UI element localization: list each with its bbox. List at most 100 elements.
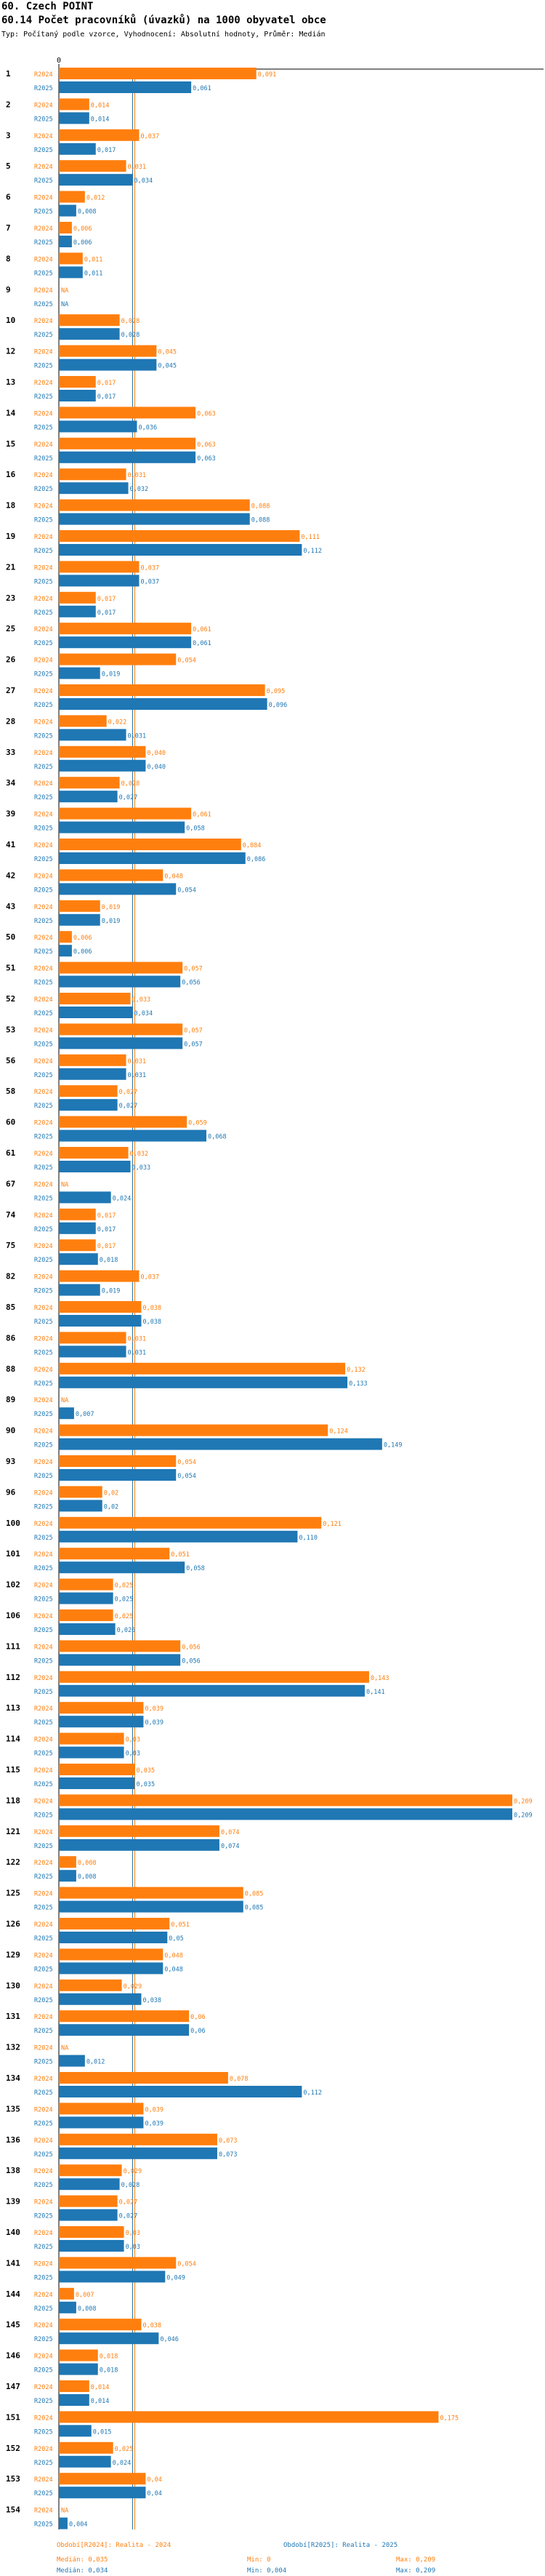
data-label: 0,058 (186, 1565, 205, 1572)
data-label: 0,037 (140, 1274, 159, 1281)
series-label: R2025 (34, 794, 53, 801)
data-label: 0,061 (193, 85, 211, 92)
data-label: 0,124 (329, 1428, 348, 1436)
data-label: 0,06 (190, 2028, 205, 2035)
data-label: 0,054 (177, 1459, 196, 1466)
bar-r2025 (59, 667, 100, 679)
category-label: 86 (6, 1333, 16, 1343)
bar-r2024 (59, 993, 131, 1004)
series-label: R2024 (34, 133, 53, 140)
bar-r2024 (59, 1609, 113, 1621)
series-label: R2024 (34, 1891, 53, 1898)
series-label: R2025 (34, 486, 53, 493)
series-label: R2025 (34, 1010, 53, 1017)
bar-r2024 (59, 160, 126, 172)
legend-period-2025: Období[R2025]: Realita - 2025 (283, 2542, 398, 2549)
series-label: R2025 (34, 1257, 53, 1264)
legend-min-2025: Min: 0,004 (247, 2567, 287, 2575)
series-label: R2025 (34, 85, 53, 92)
series-label: R2024 (34, 410, 53, 417)
bar-r2025 (59, 174, 133, 186)
data-label: 0,019 (102, 904, 121, 911)
data-label: 0,008 (78, 1873, 97, 1881)
series-label: R2024 (34, 2353, 53, 2361)
category-label: 60 (6, 1118, 15, 1127)
series-label: R2024 (34, 2260, 53, 2268)
bar-r2024 (59, 653, 177, 665)
category-label: 145 (6, 2320, 20, 2329)
series-label: R2025 (34, 393, 53, 401)
series-label: R2025 (34, 640, 53, 647)
data-label: 0,006 (73, 935, 92, 942)
data-label: 0,088 (251, 517, 270, 524)
series-label: R2024 (34, 1921, 53, 1929)
series-label: R2024 (34, 1428, 53, 1436)
series-label: R2024 (34, 1829, 53, 1836)
legend-period-2024: Období[R2024]: Realita - 2024 (57, 2542, 171, 2549)
data-label: 0,033 (132, 1164, 151, 1172)
series-label: R2025 (34, 517, 53, 524)
data-label: 0,034 (134, 1010, 153, 1017)
series-label: R2025 (34, 363, 53, 370)
data-label: 0,057 (184, 966, 203, 973)
series-label: R2024 (34, 1305, 53, 1312)
series-label: R2025 (34, 1781, 53, 1788)
bar-r2024 (59, 1856, 76, 1868)
bar-r2024 (59, 1455, 177, 1467)
series-label: R2025 (34, 918, 53, 925)
category-label: 125 (6, 1889, 20, 1898)
bar-r2025 (59, 2240, 124, 2252)
legend-max-2024: Max: 0,209 (396, 2556, 436, 2564)
series-label: R2025 (34, 1226, 53, 1233)
category-label: 3 (6, 131, 11, 140)
bar-r2025 (59, 1500, 102, 1512)
bar-r2024 (59, 1764, 135, 1775)
bar-r2025 (59, 1777, 135, 1789)
bar-r2025 (59, 2147, 217, 2159)
bar-r2025 (59, 636, 192, 649)
series-label: R2024 (34, 1613, 53, 1620)
data-label: 0,054 (177, 657, 196, 665)
category-label: 102 (6, 1580, 20, 1590)
bar-r2025 (59, 1407, 74, 1420)
data-label: 0,054 (177, 1473, 196, 1480)
bar-r2024 (59, 2287, 74, 2300)
series-label: R2025 (34, 455, 53, 463)
bar-r2025 (59, 482, 129, 495)
bar-r2025 (59, 1129, 207, 1142)
series-label: R2024 (34, 2230, 53, 2237)
series-label: R2024 (34, 996, 53, 1004)
data-label: 0,024 (113, 2460, 132, 2467)
bar-r2024 (59, 591, 96, 604)
bar-r2024 (59, 191, 85, 203)
data-label: 0,039 (145, 1719, 164, 1727)
data-label: 0,031 (128, 1058, 147, 1065)
series-label: R2025 (34, 609, 53, 617)
category-label: 130 (6, 1981, 20, 1991)
bar-r2025 (59, 420, 137, 433)
series-label: R2025 (34, 2244, 53, 2251)
category-label: 53 (6, 1025, 15, 1034)
category-label: 8 (6, 254, 11, 263)
data-label: 0,063 (197, 410, 216, 417)
series-label: R2024 (34, 256, 53, 263)
series-label: R2024 (34, 1397, 53, 1404)
category-label: 113 (6, 1703, 20, 1713)
bar-r2025 (59, 544, 302, 556)
bar-r2024 (59, 1270, 140, 1282)
category-label: 121 (6, 1827, 20, 1836)
category-label: 135 (6, 2104, 20, 2113)
bar-r2024 (59, 900, 100, 912)
category-label: 10 (6, 316, 15, 325)
category-label: 27 (6, 686, 15, 695)
data-label: 0,028 (121, 332, 140, 339)
bar-r2025 (59, 729, 126, 741)
series-label: R2024 (34, 1583, 53, 1590)
bar-r2025 (59, 1068, 126, 1080)
data-label: 0,038 (142, 1319, 161, 1326)
series-label: R2025 (34, 2182, 53, 2189)
series-label: R2025 (34, 332, 53, 339)
series-label: R2024 (34, 441, 53, 449)
bar-r2025 (59, 1932, 168, 1943)
category-label: 85 (6, 1303, 15, 1312)
